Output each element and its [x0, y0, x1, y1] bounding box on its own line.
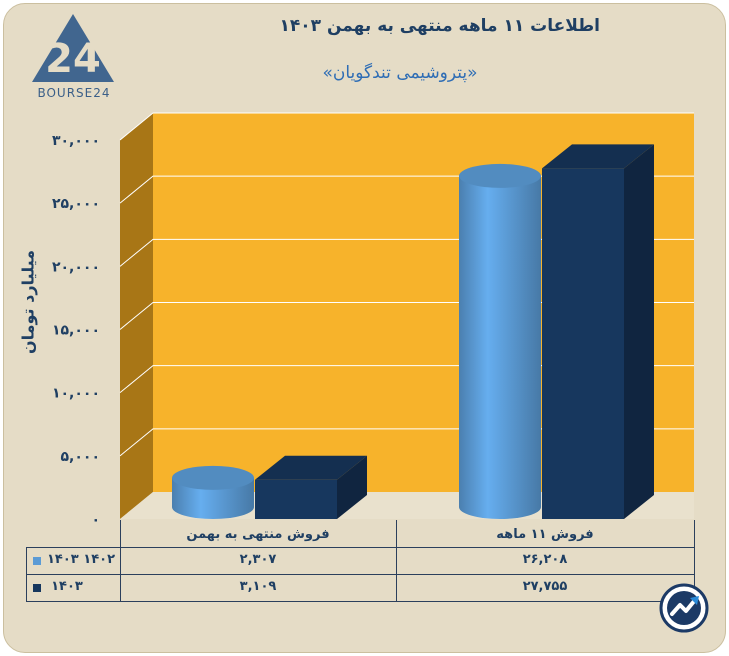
legend-label: ۱۴۰۳	[51, 579, 83, 594]
table-line	[26, 547, 27, 602]
legend-swatch	[33, 584, 41, 592]
data-label: ۲۶,۲۰۸	[522, 552, 568, 567]
svg-text:24: 24	[45, 36, 101, 82]
table-line	[694, 520, 695, 602]
y-tick-label: ۲۰,۰۰۰	[52, 259, 100, 275]
trend-arrow-icon	[659, 583, 709, 633]
legend-label: ۱۴۰۲ ۱۴۰۳	[46, 552, 116, 567]
table-line	[26, 547, 694, 548]
bar-cylinder-top	[459, 163, 541, 188]
y-tick-label: ۵,۰۰۰	[61, 449, 101, 465]
logo-text: BOURSE24	[37, 86, 111, 100]
bar-box-side	[624, 144, 654, 520]
y-tick-label: ۱۵,۰۰۰	[52, 323, 100, 339]
table-line	[26, 601, 694, 602]
gridline	[119, 112, 694, 141]
y-tick-label: ۲۵,۰۰۰	[52, 196, 100, 212]
bar-box-top	[255, 455, 367, 480]
bourse24-logo: 24	[32, 14, 114, 82]
data-label: ۳,۱۰۹	[239, 579, 277, 594]
y-tick-label: ۱۰,۰۰۰	[52, 386, 100, 402]
table-line	[396, 520, 397, 602]
bar-cylinder-body	[459, 175, 541, 520]
chart-subtitle: «پتروشیمی تندگویان»	[322, 63, 478, 83]
category-label: فروش منتهی به بهمن	[186, 527, 330, 542]
table-line	[120, 520, 121, 602]
bar-box-top	[542, 144, 654, 169]
data-label: ۲۷,۷۵۵	[522, 579, 568, 594]
table-line	[26, 574, 694, 575]
category-label: فروش ۱۱ ماهه	[496, 527, 594, 542]
bar-box-front	[542, 168, 624, 520]
y-tick-label: ۰	[91, 512, 100, 528]
legend-swatch	[33, 557, 41, 565]
chart-title: اطلاعات ۱۱ ماهه منتهی به بهمن ۱۴۰۳	[279, 16, 600, 36]
bar-box-front	[255, 479, 337, 519]
bar-box-side	[337, 455, 367, 519]
bar-cylinder-top	[172, 465, 254, 490]
data-label: ۲,۳۰۷	[239, 552, 277, 567]
y-tick-label: ۳۰,۰۰۰	[52, 133, 100, 149]
